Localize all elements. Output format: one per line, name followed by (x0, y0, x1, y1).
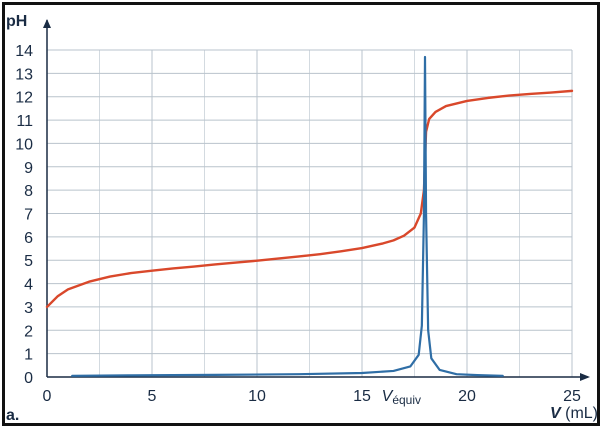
y-tick-label: 4 (24, 277, 33, 294)
x-tick-label: 25 (563, 388, 581, 405)
y-tick-label: 0 (24, 370, 33, 387)
axes (43, 19, 590, 381)
x-axis-arrow (580, 373, 590, 381)
panel-label: a. (6, 407, 19, 424)
x-tick-label: 0 (43, 388, 52, 405)
y-tick-label: 11 (16, 113, 33, 130)
x-tick-label: 5 (148, 388, 157, 405)
y-tick-label: 1 (24, 347, 33, 364)
y-tick-label: 3 (24, 300, 33, 317)
y-axis-arrow (43, 19, 51, 28)
y-tick-label: 6 (24, 230, 33, 247)
series-layer (45, 55, 574, 377)
y-tick-label: 8 (24, 183, 33, 200)
y-tick-label: 5 (24, 253, 33, 270)
y-axis-label: pH (6, 13, 27, 30)
y-tick-label: 7 (24, 207, 33, 224)
y-tick-label: 12 (15, 90, 33, 107)
derivative-curve-series (71, 55, 504, 377)
y-tick-label: 9 (24, 160, 33, 177)
grid (47, 49, 573, 377)
x-tick-label: 20 (458, 388, 476, 405)
x-tick-label: 15 (353, 388, 371, 405)
x-tick-label: 10 (248, 388, 266, 405)
y-tick-label: 10 (15, 136, 33, 153)
equivalence-label: Véquiv (382, 388, 421, 407)
x-axis-label: V (mL) (550, 405, 598, 422)
y-tick-label: 14 (15, 43, 33, 60)
ph-curve-series (45, 89, 574, 309)
y-tick-label: 13 (15, 66, 33, 83)
y-tick-label: 2 (24, 323, 33, 340)
